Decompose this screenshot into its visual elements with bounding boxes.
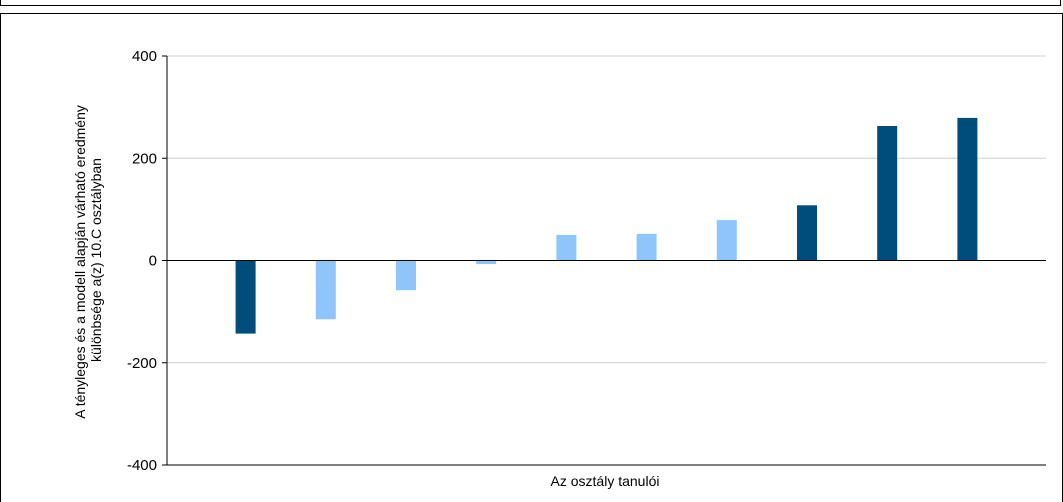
- bar-1: [235, 260, 256, 334]
- y-tick-label: -200: [127, 355, 157, 372]
- bar-7: [716, 220, 737, 261]
- bar-4: [476, 260, 497, 265]
- top-frame-strip: [0, 0, 1061, 6]
- bar-2: [315, 260, 336, 320]
- bar-9: [877, 126, 898, 261]
- bar-10: [957, 117, 978, 261]
- y-axis-title-line-2: különbsége a(z) 10.C osztályban: [88, 158, 104, 362]
- bar-5: [556, 234, 577, 261]
- y-axis-title: A tényleges és a modell alapján várható …: [72, 101, 104, 419]
- bar-8: [797, 205, 817, 261]
- y-axis-title-line-1: A tényleges és a modell alapján várható …: [72, 105, 88, 419]
- x-axis-title: Az osztály tanulói: [551, 473, 660, 489]
- bar-6: [636, 233, 657, 261]
- axes: [166, 56, 1046, 466]
- bars: [235, 117, 978, 334]
- y-tick-label: 400: [132, 48, 157, 65]
- y-tick-label: 0: [149, 253, 157, 270]
- y-tick-label: 200: [132, 150, 157, 167]
- bar-3: [396, 260, 416, 291]
- y-tick-label: -400: [127, 457, 157, 474]
- y-tick-labels: -400 -200 0 200 400: [127, 48, 167, 474]
